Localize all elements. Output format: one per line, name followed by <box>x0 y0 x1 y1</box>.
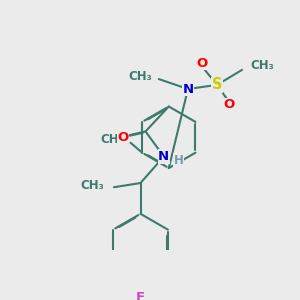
Text: O: O <box>117 131 129 144</box>
Text: O: O <box>196 57 208 70</box>
Text: CH₃: CH₃ <box>250 59 274 72</box>
Text: H: H <box>174 154 184 167</box>
Text: N: N <box>182 82 194 95</box>
Text: S: S <box>212 77 222 92</box>
Text: N: N <box>158 150 169 163</box>
Text: CH₃: CH₃ <box>80 179 104 192</box>
Text: O: O <box>223 98 234 111</box>
Text: CH₃: CH₃ <box>100 133 124 146</box>
Text: CH₃: CH₃ <box>128 70 152 83</box>
Text: F: F <box>136 290 145 300</box>
